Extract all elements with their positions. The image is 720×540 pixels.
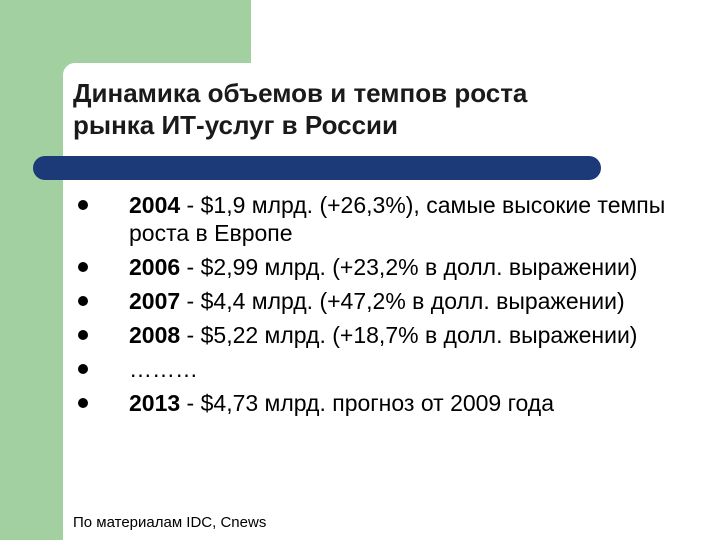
bullet-dot-icon bbox=[78, 330, 88, 340]
list-item: 2008 - $5,22 млрд. (+18,7% в долл. выраж… bbox=[73, 321, 713, 349]
list-item: 2013 - $4,73 млрд. прогноз от 2009 года bbox=[73, 389, 713, 417]
bullet-text: 2008 - $5,22 млрд. (+18,7% в долл. выраж… bbox=[129, 321, 713, 349]
bullet-text: ……… bbox=[129, 355, 713, 383]
bullet-body: - $2,99 млрд. (+23,2% в долл. выражении) bbox=[180, 254, 638, 280]
title-line-1: Динамика объемов и темпов роста bbox=[73, 78, 528, 108]
bullet-dot-icon bbox=[78, 296, 88, 306]
bullet-year: 2007 bbox=[129, 288, 181, 314]
list-item: ……… bbox=[73, 355, 713, 383]
source-note: По материалам IDC, Cnews bbox=[73, 514, 267, 531]
bullet-body: - $4,73 млрд. прогноз от 2009 года bbox=[180, 390, 555, 416]
bullet-dot-icon bbox=[78, 398, 88, 408]
bullet-body: - $5,22 млрд. (+18,7% в долл. выражении) bbox=[180, 322, 638, 348]
bullet-list: 2004 - $1,9 млрд. (+26,3%), самые высоки… bbox=[73, 191, 713, 423]
bullet-text: 2013 - $4,73 млрд. прогноз от 2009 года bbox=[129, 389, 713, 417]
bullet-text: 2006 - $2,99 млрд. (+23,2% в долл. выраж… bbox=[129, 253, 713, 281]
bullet-body: - $4,4 млрд. (+47,2% в долл. выражении) bbox=[180, 288, 625, 314]
bullet-year: 2004 bbox=[129, 192, 181, 218]
bullet-text: 2007 - $4,4 млрд. (+47,2% в долл. выраже… bbox=[129, 287, 713, 315]
bullet-year: 2008 bbox=[129, 322, 181, 348]
bullet-text: 2004 - $1,9 млрд. (+26,3%), самые высоки… bbox=[129, 191, 713, 247]
bullet-dot-icon bbox=[78, 262, 88, 272]
list-item: 2004 - $1,9 млрд. (+26,3%), самые высоки… bbox=[73, 191, 713, 247]
title-line-2: рынка ИТ-услуг в России bbox=[73, 110, 398, 140]
bullet-body: ……… bbox=[129, 356, 198, 382]
list-item: 2007 - $4,4 млрд. (+47,2% в долл. выраже… bbox=[73, 287, 713, 315]
bullet-dot-icon bbox=[78, 200, 88, 210]
list-item: 2006 - $2,99 млрд. (+23,2% в долл. выраж… bbox=[73, 253, 713, 281]
page-title: Динамика объемов и темпов роста рынка ИТ… bbox=[73, 77, 693, 141]
bullet-dot-icon bbox=[78, 364, 88, 374]
bullet-year: 2006 bbox=[129, 254, 181, 280]
bullet-body: - $1,9 млрд. (+26,3%), самые высокие тем… bbox=[129, 192, 666, 246]
bullet-year: 2013 bbox=[129, 390, 181, 416]
slide-panel: Динамика объемов и темпов роста рынка ИТ… bbox=[33, 63, 720, 540]
title-underline-bar bbox=[33, 156, 601, 180]
